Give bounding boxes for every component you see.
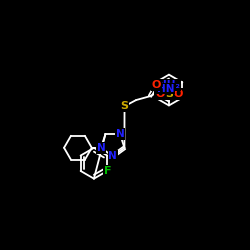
Text: O: O	[174, 89, 183, 99]
Text: S: S	[120, 101, 128, 111]
Text: N: N	[108, 151, 117, 161]
Text: HN: HN	[156, 84, 174, 94]
Text: N: N	[116, 129, 124, 139]
Text: F: F	[104, 166, 111, 176]
Text: NH₂: NH₂	[158, 80, 180, 90]
Text: O: O	[155, 89, 164, 99]
Text: S: S	[165, 89, 173, 99]
Text: N: N	[97, 143, 106, 153]
Text: O: O	[152, 80, 161, 90]
